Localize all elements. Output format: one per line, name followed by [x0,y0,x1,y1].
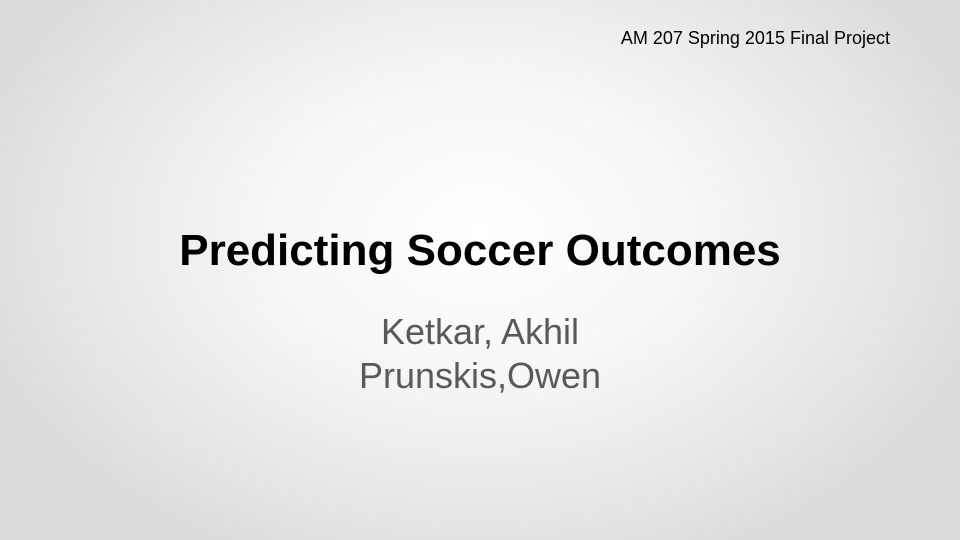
course-label: AM 207 Spring 2015 Final Project [620,28,890,48]
slide-title: Predicting Soccer Outcomes [179,226,781,275]
author-name: Prunskis,Owen [358,355,602,396]
author-name: Ketkar, Akhil [380,311,580,352]
author-list: Ketkar, Akhil Prunskis,Owen [0,310,960,398]
